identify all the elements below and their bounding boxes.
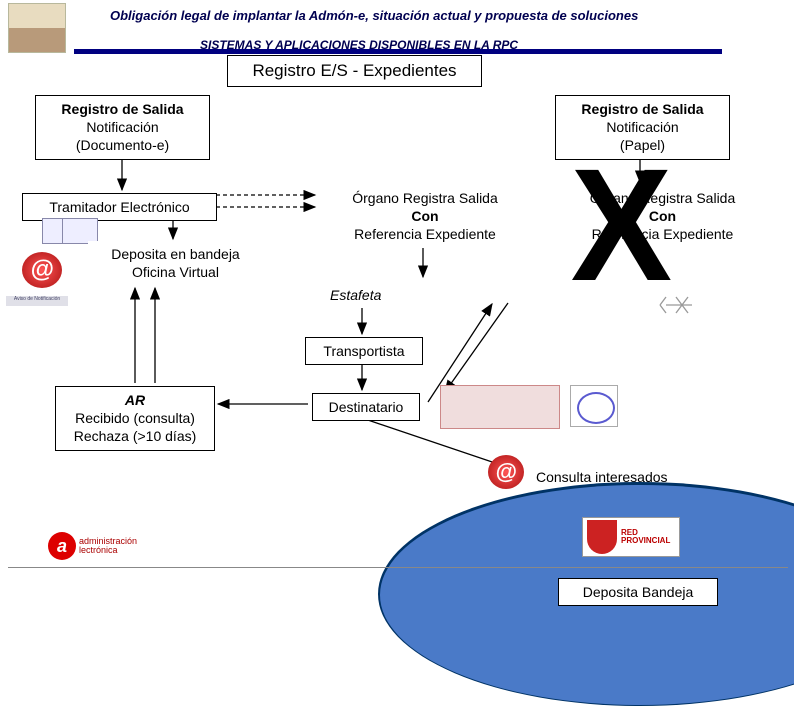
deposita-box: Deposita en bandeja Oficina Virtual [88,241,263,285]
text: AR [64,391,206,409]
text: Oficina Virtual [96,263,255,281]
header-rule [74,49,722,54]
text: Notificación [564,118,721,136]
logo-text: administración lectrónica [79,537,137,555]
page-title: Obligación legal de implantar la Admón-e… [110,8,638,23]
text: Deposita en bandeja [96,245,255,263]
text: Registro de Salida [44,100,201,118]
footer-rule [8,567,788,568]
tramitador-box: Tramitador Electrónico [22,193,217,221]
at-icon: @ [22,252,62,288]
text: (Documento-e) [44,136,201,154]
main-title-box: Registro E/S - Expedientes [227,55,482,87]
form-image [440,385,560,429]
text: Recibido (consulta) [64,409,206,427]
text: Registro de Salida [564,100,721,118]
aviso-label: Aviso de Notificación [6,296,68,306]
at-icon: @ [488,455,524,489]
text: Órgano Registra Salida [328,189,522,207]
text: PROVINCIAL [621,536,670,545]
organo-mid-box: Órgano Registra Salida Con Referencia Ex… [320,185,530,248]
red-provincial-logo: RED PROVINCIAL [582,517,680,557]
doc-thumbnail [8,3,66,53]
admin-electronica-logo: a administración lectrónica [48,530,178,562]
big-x-mark: X [571,145,672,305]
text: Rechaza (>10 días) [64,427,206,445]
destinatario-box: Destinatario [312,393,420,421]
estafeta-box: Estafeta [322,282,407,308]
crest-icon [587,520,617,554]
salida-doc-e-box: Registro de Salida Notificación (Documen… [35,95,210,160]
flag-text: RED PROVINCIAL [621,529,670,546]
transportista-box: Transportista [305,337,423,365]
stamp-image [570,385,618,427]
text: Notificación [44,118,201,136]
text: Referencia Expediente [328,225,522,243]
deposita-bandeja-box: Deposita Bandeja [558,578,718,606]
text: lectrónica [79,545,118,555]
text: Con [328,207,522,225]
at-symbol-icon: a [48,532,76,560]
ar-box: AR Recibido (consulta) Rechaza (>10 días… [55,386,215,451]
